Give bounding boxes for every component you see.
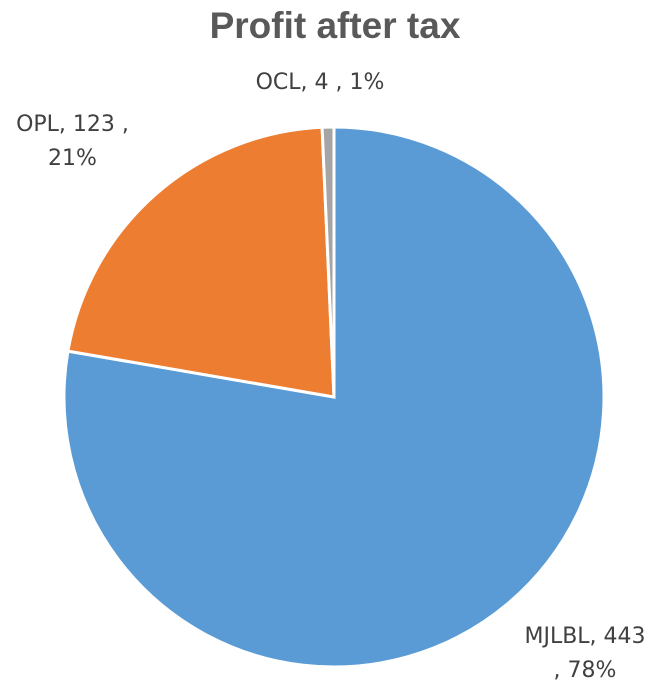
pie-slice — [320, 125, 336, 398]
pie-slice — [66, 125, 336, 399]
data-label: MJLBL, 443 , 78% — [524, 624, 646, 683]
data-label: OCL, 4 , 1% — [255, 70, 385, 95]
chart-title: Profit after tax — [210, 5, 461, 46]
data-label: OPL, 123 , 21% — [16, 112, 129, 171]
